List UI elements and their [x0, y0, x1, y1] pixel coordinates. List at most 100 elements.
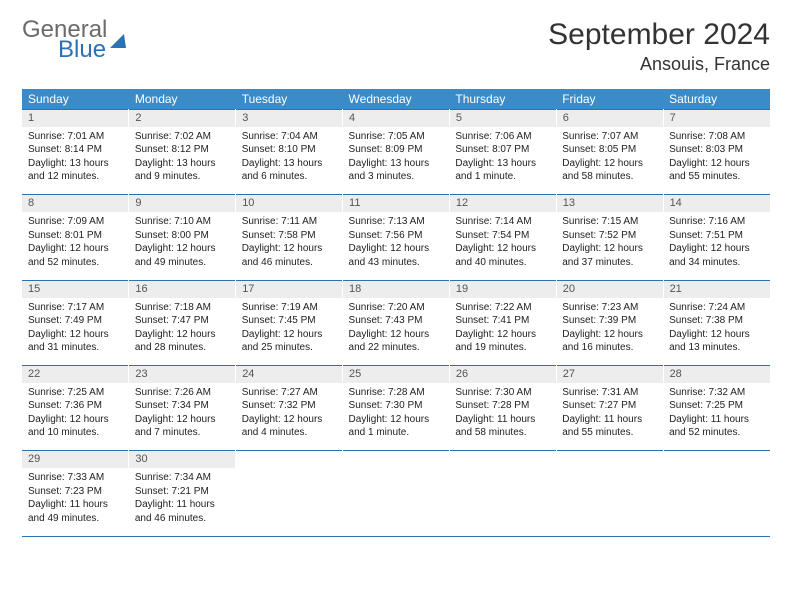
sunrise-text: Sunrise: 7:13 AM — [349, 215, 444, 229]
day-cell: Sunrise: 7:22 AMSunset: 7:41 PMDaylight:… — [449, 298, 556, 366]
day-number: 7 — [663, 110, 770, 127]
day-cell: Sunrise: 7:06 AMSunset: 8:07 PMDaylight:… — [449, 127, 556, 195]
day-number-row: 15161718192021 — [22, 280, 770, 297]
sunset-text: Sunset: 7:47 PM — [135, 314, 230, 328]
daylight-text: Daylight: 12 hours and 58 minutes. — [562, 157, 657, 184]
day-content-row: Sunrise: 7:01 AMSunset: 8:14 PMDaylight:… — [22, 127, 770, 195]
day-cell — [556, 468, 663, 536]
day-cell: Sunrise: 7:13 AMSunset: 7:56 PMDaylight:… — [343, 212, 450, 280]
sunset-text: Sunset: 7:43 PM — [349, 314, 444, 328]
daylight-text: Daylight: 12 hours and 55 minutes. — [669, 157, 764, 184]
day-number: 11 — [343, 195, 450, 212]
sunrise-text: Sunrise: 7:10 AM — [135, 215, 230, 229]
day-number: 12 — [449, 195, 556, 212]
day-cell: Sunrise: 7:27 AMSunset: 7:32 PMDaylight:… — [236, 383, 343, 451]
day-cell: Sunrise: 7:24 AMSunset: 7:38 PMDaylight:… — [663, 298, 770, 366]
day-header-thu: Thursday — [449, 89, 556, 110]
sunrise-text: Sunrise: 7:26 AM — [135, 386, 230, 400]
sunset-text: Sunset: 8:14 PM — [28, 143, 123, 157]
daylight-text: Daylight: 12 hours and 34 minutes. — [669, 242, 764, 269]
sunrise-text: Sunrise: 7:05 AM — [349, 130, 444, 144]
day-cell — [343, 468, 450, 536]
sunset-text: Sunset: 7:21 PM — [135, 485, 230, 499]
day-number: 10 — [236, 195, 343, 212]
daylight-text: Daylight: 13 hours and 6 minutes. — [242, 157, 337, 184]
daylight-text: Daylight: 12 hours and 22 minutes. — [349, 328, 444, 355]
day-header-fri: Friday — [556, 89, 663, 110]
sunset-text: Sunset: 7:30 PM — [349, 399, 444, 413]
brand-logo: General Blue — [22, 18, 127, 62]
sunrise-text: Sunrise: 7:09 AM — [28, 215, 123, 229]
sunset-text: Sunset: 8:01 PM — [28, 229, 123, 243]
calendar-table: Sunday Monday Tuesday Wednesday Thursday… — [22, 89, 770, 537]
day-header-row: Sunday Monday Tuesday Wednesday Thursday… — [22, 89, 770, 110]
daylight-text: Daylight: 12 hours and 13 minutes. — [669, 328, 764, 355]
sunrise-text: Sunrise: 7:25 AM — [28, 386, 123, 400]
sunset-text: Sunset: 8:09 PM — [349, 143, 444, 157]
daylight-text: Daylight: 12 hours and 7 minutes. — [135, 413, 230, 440]
sunset-text: Sunset: 7:49 PM — [28, 314, 123, 328]
logo-triangle-icon — [110, 34, 128, 48]
sunrise-text: Sunrise: 7:16 AM — [669, 215, 764, 229]
day-cell — [236, 468, 343, 536]
sunset-text: Sunset: 8:07 PM — [455, 143, 550, 157]
day-content-row: Sunrise: 7:17 AMSunset: 7:49 PM Daylight:… — [22, 298, 770, 366]
sunrise-text: Sunrise: 7:20 AM — [349, 301, 444, 315]
daylight-text: Daylight: 12 hours and 49 minutes. — [135, 242, 230, 269]
day-cell: Sunrise: 7:07 AMSunset: 8:05 PMDaylight:… — [556, 127, 663, 195]
sunset-text: Sunset: 8:05 PM — [562, 143, 657, 157]
week-group: 2930Sunrise: 7:33 AMSunset: 7:23 PMDayli… — [22, 451, 770, 536]
day-number: 19 — [449, 280, 556, 297]
day-number: 26 — [449, 366, 556, 383]
day-cell: Sunrise: 7:14 AMSunset: 7:54 PMDaylight:… — [449, 212, 556, 280]
day-number — [556, 451, 663, 468]
day-number: 22 — [22, 366, 129, 383]
sunrise-text: Sunrise: 7:17 AM — [28, 301, 123, 315]
day-number: 21 — [663, 280, 770, 297]
day-cell: Sunrise: 7:23 AMSunset: 7:39 PMDaylight:… — [556, 298, 663, 366]
location-label: Ansouis, France — [548, 54, 770, 75]
day-number: 16 — [129, 280, 236, 297]
day-number: 29 — [22, 451, 129, 468]
header: General Blue September 2024 Ansouis, Fra… — [22, 18, 770, 75]
daylight-text: Daylight: 12 hours and 25 minutes. — [242, 328, 337, 355]
sunset-text: Sunset: 7:52 PM — [562, 229, 657, 243]
day-header-sun: Sunday — [22, 89, 129, 110]
day-cell: Sunrise: 7:11 AMSunset: 7:58 PMDaylight:… — [236, 212, 343, 280]
sunrise-text: Sunrise: 7:31 AM — [562, 386, 657, 400]
day-number: 25 — [343, 366, 450, 383]
daylight-text: Daylight: 13 hours and 9 minutes. — [135, 157, 230, 184]
daylight-text: Daylight: 12 hours and 10 minutes. — [28, 413, 123, 440]
day-number — [449, 451, 556, 468]
day-number: 4 — [343, 110, 450, 127]
sunrise-text: Sunrise: 7:27 AM — [242, 386, 337, 400]
daylight-text: Daylight: 11 hours and 46 minutes. — [135, 498, 230, 525]
week-group: 891011121314 Sunrise: 7:09 AMSunset: 8:01… — [22, 195, 770, 280]
day-content-row: Sunrise: 7:25 AMSunset: 7:36 PMDaylight:… — [22, 383, 770, 451]
sunrise-text: Sunrise: 7:18 AM — [135, 301, 230, 315]
sunrise-text: Sunrise: 7:24 AM — [669, 301, 764, 315]
sunrise-text: Sunrise: 7:28 AM — [349, 386, 444, 400]
daylight-text: Daylight: 12 hours and 28 minutes. — [135, 328, 230, 355]
day-cell: Sunrise: 7:19 AMSunset: 7:45 PMDaylight:… — [236, 298, 343, 366]
daylight-text: Daylight: 12 hours and 19 minutes. — [455, 328, 550, 355]
day-number-row: 1234567 — [22, 110, 770, 127]
day-cell: Sunrise: 7:28 AMSunset: 7:30 PMDaylight:… — [343, 383, 450, 451]
daylight-text: Daylight: 12 hours and 40 minutes. — [455, 242, 550, 269]
sunset-text: Sunset: 7:54 PM — [455, 229, 550, 243]
day-cell: Sunrise: 7:17 AMSunset: 7:49 PMDaylight:… — [22, 298, 129, 366]
day-number-row: 891011121314 — [22, 195, 770, 212]
title-block: September 2024 Ansouis, France — [548, 18, 770, 75]
daylight-text: Daylight: 12 hours and 46 minutes. — [242, 242, 337, 269]
sunrise-text: Sunrise: 7:19 AM — [242, 301, 337, 315]
daylight-text: Daylight: 12 hours and 43 minutes. — [349, 242, 444, 269]
day-number: 18 — [343, 280, 450, 297]
daylight-text: Daylight: 11 hours and 52 minutes. — [669, 413, 764, 440]
sunset-text: Sunset: 8:12 PM — [135, 143, 230, 157]
day-number: 30 — [129, 451, 236, 468]
sunrise-text: Sunrise: 7:34 AM — [135, 471, 230, 485]
day-cell: Sunrise: 7:18 AMSunset: 7:47 PMDaylight:… — [129, 298, 236, 366]
week-group: 22232425262728Sunrise: 7:25 AMSunset: 7:… — [22, 366, 770, 451]
day-cell: Sunrise: 7:01 AMSunset: 8:14 PMDaylight:… — [22, 127, 129, 195]
logo-blue-text: Blue — [58, 38, 107, 62]
